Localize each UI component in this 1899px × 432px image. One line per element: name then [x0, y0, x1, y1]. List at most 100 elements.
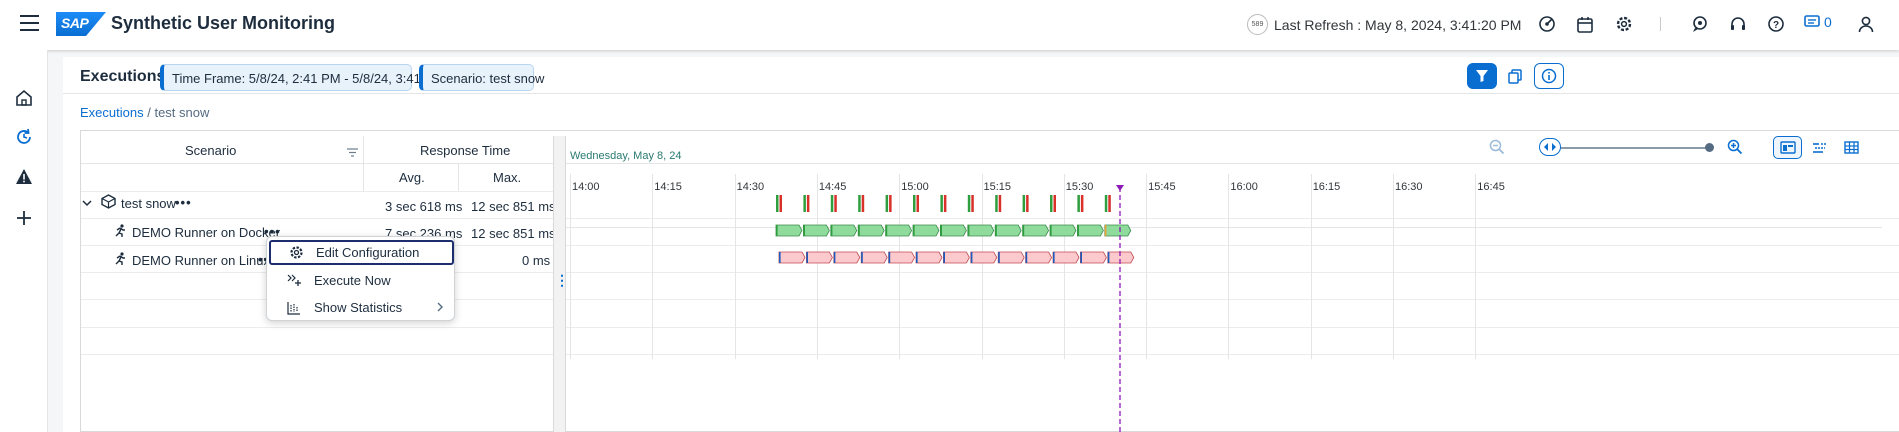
- help-icon[interactable]: ?: [1766, 14, 1786, 34]
- execution-status-marker[interactable]: [776, 225, 778, 236]
- execution-marker[interactable]: [1050, 195, 1053, 212]
- breadcrumb-executions-link[interactable]: Executions: [80, 105, 144, 120]
- settings-icon[interactable]: [1614, 14, 1634, 34]
- linux-execution-bar[interactable]: [1052, 251, 1080, 264]
- linux-execution-bar[interactable]: [1107, 251, 1135, 264]
- execution-status-marker[interactable]: [913, 225, 915, 236]
- execution-status-marker[interactable]: [943, 252, 945, 263]
- linux-execution-bar[interactable]: [778, 251, 806, 264]
- docker-execution-bar[interactable]: [1077, 224, 1104, 237]
- docker-execution-bar[interactable]: [1104, 224, 1132, 237]
- execution-marker[interactable]: [1080, 195, 1084, 212]
- linux-execution-bar[interactable]: [915, 251, 943, 264]
- docker-execution-bar[interactable]: [1022, 224, 1050, 237]
- user-icon[interactable]: [1856, 14, 1876, 34]
- execution-status-marker[interactable]: [858, 225, 860, 236]
- linux-execution-bar[interactable]: [1080, 251, 1107, 264]
- calendar-icon[interactable]: [1575, 14, 1595, 34]
- docker-execution-bar[interactable]: [857, 224, 885, 237]
- execution-status-marker[interactable]: [916, 252, 918, 263]
- execution-marker[interactable]: [806, 195, 810, 212]
- execution-marker[interactable]: [889, 195, 892, 212]
- execution-status-marker[interactable]: [1022, 225, 1025, 236]
- execution-marker[interactable]: [967, 195, 971, 212]
- zoom-in-icon[interactable]: [1727, 139, 1743, 158]
- execution-status-marker[interactable]: [833, 252, 836, 263]
- sort-icon[interactable]: [347, 145, 358, 160]
- menu-item-show-statistics[interactable]: Show Statistics: [269, 295, 454, 320]
- execution-marker[interactable]: [1108, 195, 1111, 212]
- execution-status-marker[interactable]: [1025, 252, 1028, 263]
- collapse-icon[interactable]: [82, 196, 92, 211]
- notifications[interactable]: 0: [1804, 14, 1832, 30]
- zoom-slider-handle[interactable]: [1539, 138, 1561, 156]
- execution-status-marker[interactable]: [1104, 225, 1107, 236]
- copy-button[interactable]: [1500, 63, 1530, 89]
- docker-execution-bar[interactable]: [830, 224, 858, 237]
- execution-marker[interactable]: [1026, 195, 1029, 212]
- execution-status-marker[interactable]: [995, 225, 997, 236]
- linux-execution-bar[interactable]: [943, 251, 970, 264]
- gantt-view-button[interactable]: [1773, 136, 1802, 159]
- menu-item-execute-now[interactable]: Execute Now: [269, 268, 454, 293]
- execution-marker[interactable]: [998, 195, 1002, 212]
- docker-execution-bar[interactable]: [940, 224, 967, 237]
- execution-status-marker[interactable]: [803, 225, 805, 236]
- docker-execution-bar[interactable]: [1049, 224, 1077, 237]
- execution-marker[interactable]: [1104, 195, 1108, 212]
- column-header-scenario[interactable]: Scenario: [185, 143, 237, 158]
- linux-execution-bar[interactable]: [888, 251, 916, 264]
- pane-splitter[interactable]: [553, 136, 566, 432]
- execution-marker[interactable]: [995, 195, 998, 212]
- zoom-slider-end[interactable]: [1705, 143, 1714, 152]
- column-header-avg[interactable]: Avg.: [399, 170, 425, 185]
- execution-marker[interactable]: [940, 195, 943, 212]
- execution-marker[interactable]: [1053, 195, 1057, 212]
- info-button[interactable]: [1534, 63, 1564, 89]
- linux-execution-bar[interactable]: [833, 251, 861, 264]
- support-icon[interactable]: [1728, 14, 1748, 34]
- execution-status-marker[interactable]: [1050, 225, 1052, 236]
- docker-execution-bar[interactable]: [885, 224, 913, 237]
- executions-icon[interactable]: [12, 125, 36, 149]
- current-time-marker[interactable]: [1116, 185, 1124, 191]
- execution-marker[interactable]: [830, 195, 834, 212]
- execution-marker[interactable]: [834, 195, 837, 212]
- execution-status-marker[interactable]: [998, 252, 1000, 263]
- add-icon[interactable]: [12, 206, 36, 230]
- menu-item-edit-configuration[interactable]: Edit Configuration: [269, 240, 454, 265]
- execution-marker[interactable]: [1022, 195, 1026, 212]
- execution-marker[interactable]: [858, 195, 861, 212]
- execution-status-marker[interactable]: [861, 252, 863, 263]
- execution-status-marker[interactable]: [967, 225, 970, 236]
- menu-icon[interactable]: [20, 15, 39, 31]
- execution-marker[interactable]: [779, 195, 783, 212]
- home-icon[interactable]: [12, 86, 36, 110]
- execution-marker[interactable]: [803, 195, 806, 212]
- execution-marker[interactable]: [1077, 195, 1080, 212]
- last-refresh[interactable]: 589 Last Refresh : May 8, 2024, 3:41:20 …: [1247, 14, 1521, 35]
- filter-button[interactable]: [1467, 63, 1497, 89]
- time-frame-token[interactable]: Time Frame: 5/8/24, 2:41 PM - 5/8/24, 3:…: [160, 64, 444, 91]
- feedback-icon[interactable]: [1690, 14, 1710, 34]
- table-view-button[interactable]: [1837, 136, 1866, 159]
- execution-marker[interactable]: [776, 195, 779, 212]
- docker-execution-bar[interactable]: [803, 224, 830, 237]
- execution-marker[interactable]: [885, 195, 889, 212]
- docker-execution-bar[interactable]: [994, 224, 1022, 237]
- column-header-max[interactable]: Max.: [493, 170, 522, 185]
- zoom-out-icon[interactable]: [1489, 139, 1505, 158]
- execution-status-marker[interactable]: [1107, 252, 1110, 263]
- execution-marker[interactable]: [916, 195, 920, 212]
- execution-status-marker[interactable]: [806, 252, 808, 263]
- more-actions-button[interactable]: •••: [175, 195, 192, 210]
- linux-execution-bar[interactable]: [1025, 251, 1053, 264]
- execution-marker[interactable]: [861, 195, 865, 212]
- execution-status-marker[interactable]: [940, 225, 942, 236]
- linux-execution-bar[interactable]: [860, 251, 888, 264]
- execution-status-marker[interactable]: [1077, 225, 1079, 236]
- execution-marker[interactable]: [913, 195, 916, 212]
- docker-execution-bar[interactable]: [912, 224, 940, 237]
- execution-status-marker[interactable]: [779, 252, 781, 263]
- execution-status-marker[interactable]: [830, 225, 833, 236]
